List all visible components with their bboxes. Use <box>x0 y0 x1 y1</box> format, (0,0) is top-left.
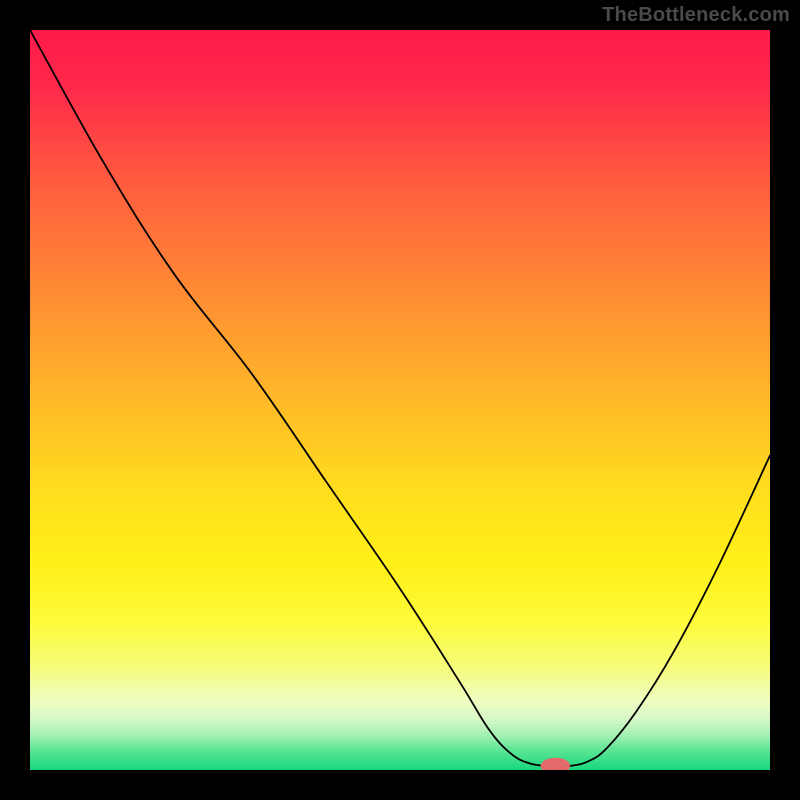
watermark-text: TheBottleneck.com <box>602 4 790 27</box>
chart-background <box>30 30 770 770</box>
chart-container <box>30 30 770 770</box>
bottleneck-curve-chart <box>30 30 770 770</box>
